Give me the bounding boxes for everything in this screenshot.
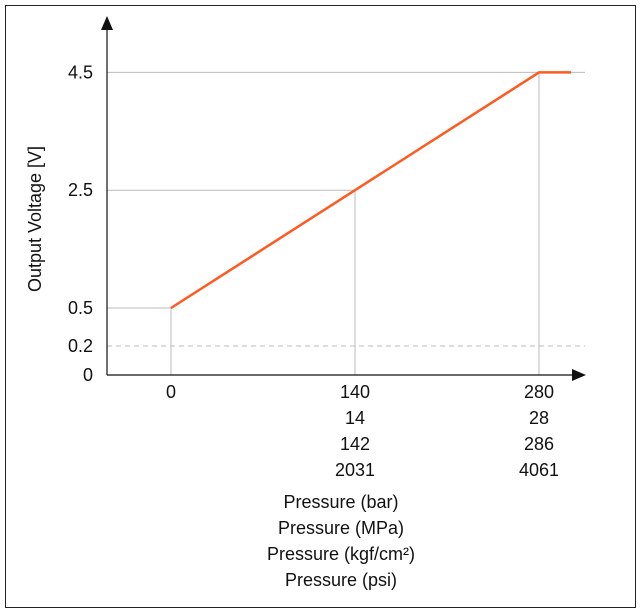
y-tick-label: 0.2 (68, 336, 93, 356)
x-tick-label: 142 (340, 434, 370, 454)
y-tick-label: 0 (83, 365, 93, 385)
x-tick-label: 140 (340, 382, 370, 402)
x-tick-label: 280 (524, 382, 554, 402)
x-tick-label: 4061 (519, 460, 559, 480)
chart-frame (5, 5, 636, 608)
x-axis-label: Pressure (psi) (285, 570, 397, 590)
y-tick-label: 4.5 (68, 62, 93, 82)
x-tick-label: 0 (166, 382, 176, 402)
y-tick-labels: 4.5 2.5 0.5 0.2 0 (68, 62, 93, 385)
y-axis-arrow (101, 16, 113, 30)
y-tick-label: 0.5 (68, 298, 93, 318)
y-axis-label: Output Voltage [V] (25, 146, 45, 292)
x-tick-label: 14 (345, 408, 365, 428)
x-tick-labels: 0 140 280 14 28 142 286 2031 4061 (166, 382, 559, 480)
x-tick-label: 28 (529, 408, 549, 428)
series-layer (170, 71, 571, 310)
axes-layer (101, 16, 586, 381)
grid-layer (107, 71, 585, 375)
series-line-0 (170, 71, 571, 310)
x-axis-label: Pressure (kgf/cm²) (267, 544, 415, 564)
x-axis-arrow (572, 369, 586, 381)
x-axis-label: Pressure (bar) (283, 492, 398, 512)
x-tick-label: 286 (524, 434, 554, 454)
x-tick-label: 2031 (335, 460, 375, 480)
x-axis-label: Pressure (MPa) (278, 518, 404, 538)
x-axis-labels: Pressure (bar) Pressure (MPa) Pressure (kg… (267, 492, 415, 590)
y-tick-label: 2.5 (68, 180, 93, 200)
